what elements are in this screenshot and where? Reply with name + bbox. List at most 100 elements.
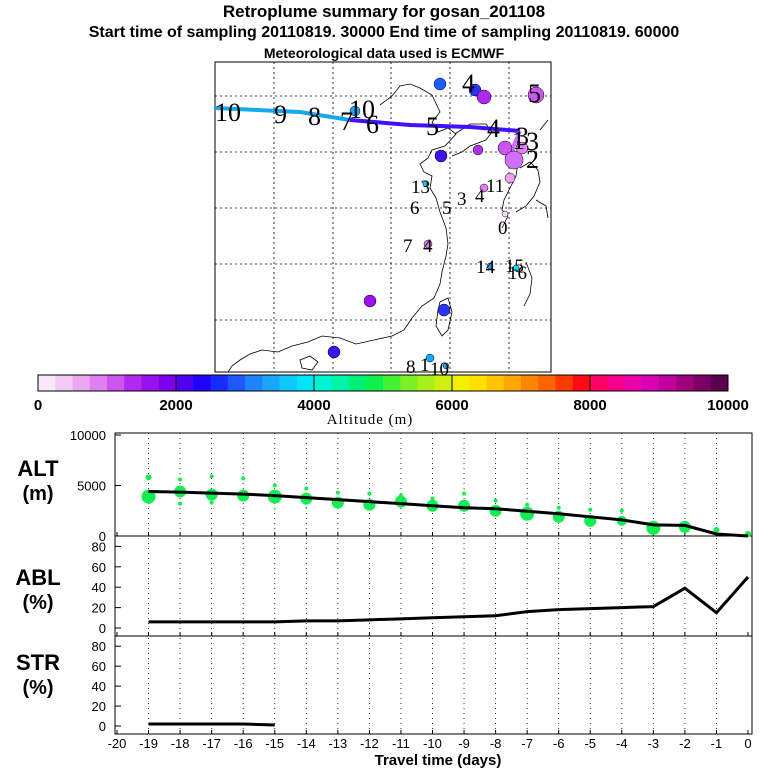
str-tick-label: 80 [92,639,106,654]
map-day-label: 7 [340,107,353,136]
map-day-label: 7 [403,236,413,257]
alt-tick-label: 10000 [70,428,106,443]
alt-cluster-point [178,501,183,506]
colorbar-cell [710,375,729,391]
trajectory-segment-low [214,106,351,122]
map-cluster-marker [504,172,516,184]
alt-cluster-point [713,526,720,533]
alt-cluster-point [145,474,152,481]
alt-cluster-point [241,476,246,481]
x-tick-label: -3 [648,736,660,751]
colorbar-cell [141,375,160,391]
map-day-label: 4 [487,114,500,143]
alt-cluster-point [489,504,502,517]
colorbar-cell [434,375,453,391]
map-cluster-marker [486,262,494,270]
str-line [148,722,275,727]
colorbar-cell [314,375,332,391]
colorbar-cell [245,375,263,391]
x-tick-label: -4 [616,736,628,751]
alt-cluster-point [273,507,276,510]
map-day-label: 14 [476,257,496,278]
alt-cluster-point [556,505,561,510]
x-tick-label: -10 [423,736,442,751]
abl-unit: (%) [22,592,53,614]
map-day-label: 9 [274,100,287,129]
map-day-label: 16 [508,263,527,284]
colorbar-cell [38,375,56,391]
colorbar-cells [38,375,729,391]
colorbar-cell [417,375,436,391]
map-day-label: 11 [486,176,504,197]
map-day-label: 6 [410,198,420,219]
alt-cluster-point [335,490,340,495]
map-day-label: 5 [442,198,452,219]
colorbar-cell [262,375,280,391]
alt-cluster-point [304,486,309,491]
abl-tick-label: 20 [92,601,106,616]
map-cluster-marker [425,353,435,363]
map-day-label: 8 [308,102,321,131]
colorbar-cell [676,375,694,391]
colorbar-cell [124,375,142,391]
colorbar-tick-label: 10000 [707,397,749,414]
alt-cluster-point [458,499,471,512]
x-tick-label: -15 [265,736,284,751]
sampling-times: Start time of sampling 20110819. 30000 E… [88,24,680,41]
colorbar-tick-label: 8000 [573,397,606,414]
colorbar-cell [641,375,660,391]
str-tick-label: 0 [99,719,106,734]
alt-cluster-point [619,508,624,513]
map-day-label: 5 [528,79,541,108]
colorbar-cell [521,375,539,391]
map-day-label: 8 [406,357,416,378]
colorbar-cell [693,375,712,391]
map-day-label: 0 [498,218,508,239]
map-day-label: 3 [457,189,467,210]
colorbar-cell [659,375,677,391]
x-tick-label: -19 [139,736,158,751]
abl-label: ABL [15,565,60,590]
colorbar-cell [607,375,625,391]
colorbar-tick-label: 0 [34,397,42,414]
colorbar-cell [176,375,194,391]
map-cluster-marker [327,345,341,359]
abl-tick-label: 80 [92,539,106,554]
colorbar-cell [624,375,643,391]
colorbar-cell [365,375,384,391]
trajectory-segment-mid [349,118,521,133]
colorbar-cell [590,375,608,391]
alt-tick-label: 0 [99,529,106,544]
map-graticule [215,62,551,372]
colorbar-cell [469,375,487,391]
map-cluster-marker [501,210,509,218]
x-tick-label: -18 [171,736,190,751]
alt-cluster-point [209,500,214,505]
colorbar: 0 2000 4000 6000 8000 10000 Altitude (m) [34,374,749,428]
met-data-note: Meteorological data used is ECMWF [263,45,505,61]
colorbar-cell [572,375,591,391]
colorbar-cell [227,375,246,391]
x-tick-label: -5 [584,736,596,751]
map-cluster-marker [363,294,377,308]
colorbar-cell [158,375,177,391]
alt-cluster-point [272,483,277,488]
alt-cluster-point [398,493,403,498]
x-tick-label: 0 [744,736,751,751]
alt-mean-line [148,490,749,538]
map-clusters [327,77,545,370]
map-cluster-marker [527,86,545,104]
colorbar-cell [383,375,401,391]
colorbar-tick-label: 6000 [435,397,468,414]
alt-cluster-point [367,491,372,496]
x-tick-label: -1 [711,736,723,751]
abl-line [148,576,750,624]
map-cluster-marker [515,141,529,155]
colorbar-cell [452,375,470,391]
plot-title: Retroplume summary for gosan_201108 [222,2,546,21]
str-unit: (%) [22,677,53,699]
map-cluster-marker [476,89,492,105]
x-tick-label: -8 [490,736,502,751]
